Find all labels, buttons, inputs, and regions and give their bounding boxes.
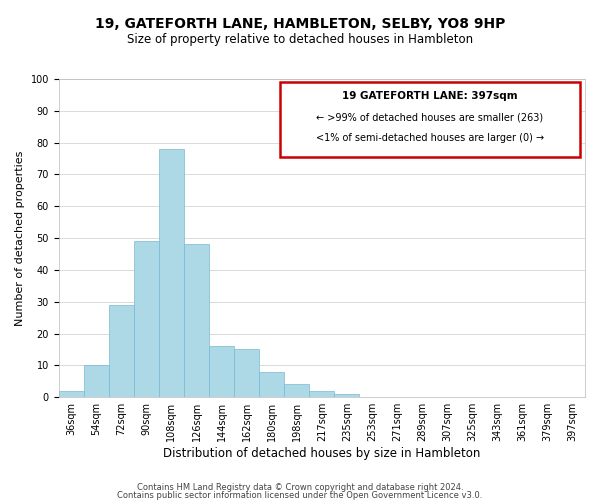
- Bar: [109, 305, 134, 397]
- Text: 19, GATEFORTH LANE, HAMBLETON, SELBY, YO8 9HP: 19, GATEFORTH LANE, HAMBLETON, SELBY, YO…: [95, 18, 505, 32]
- Bar: [209, 346, 234, 397]
- Y-axis label: Number of detached properties: Number of detached properties: [15, 150, 25, 326]
- Text: ← >99% of detached houses are smaller (263): ← >99% of detached houses are smaller (2…: [316, 112, 543, 122]
- Bar: [59, 391, 84, 397]
- Text: Contains HM Land Registry data © Crown copyright and database right 2024.: Contains HM Land Registry data © Crown c…: [137, 483, 463, 492]
- Bar: [259, 372, 284, 397]
- Bar: [184, 244, 209, 397]
- X-axis label: Distribution of detached houses by size in Hambleton: Distribution of detached houses by size …: [163, 447, 481, 460]
- Text: Size of property relative to detached houses in Hambleton: Size of property relative to detached ho…: [127, 32, 473, 46]
- Bar: [334, 394, 359, 397]
- Text: <1% of semi-detached houses are larger (0) →: <1% of semi-detached houses are larger (…: [316, 133, 544, 143]
- Bar: [234, 350, 259, 397]
- Bar: [134, 242, 159, 397]
- Text: Contains public sector information licensed under the Open Government Licence v3: Contains public sector information licen…: [118, 492, 482, 500]
- Bar: [309, 391, 334, 397]
- Bar: [84, 366, 109, 397]
- Text: 19 GATEFORTH LANE: 397sqm: 19 GATEFORTH LANE: 397sqm: [342, 91, 518, 101]
- FancyBboxPatch shape: [280, 82, 580, 157]
- Bar: [159, 149, 184, 397]
- Bar: [284, 384, 309, 397]
